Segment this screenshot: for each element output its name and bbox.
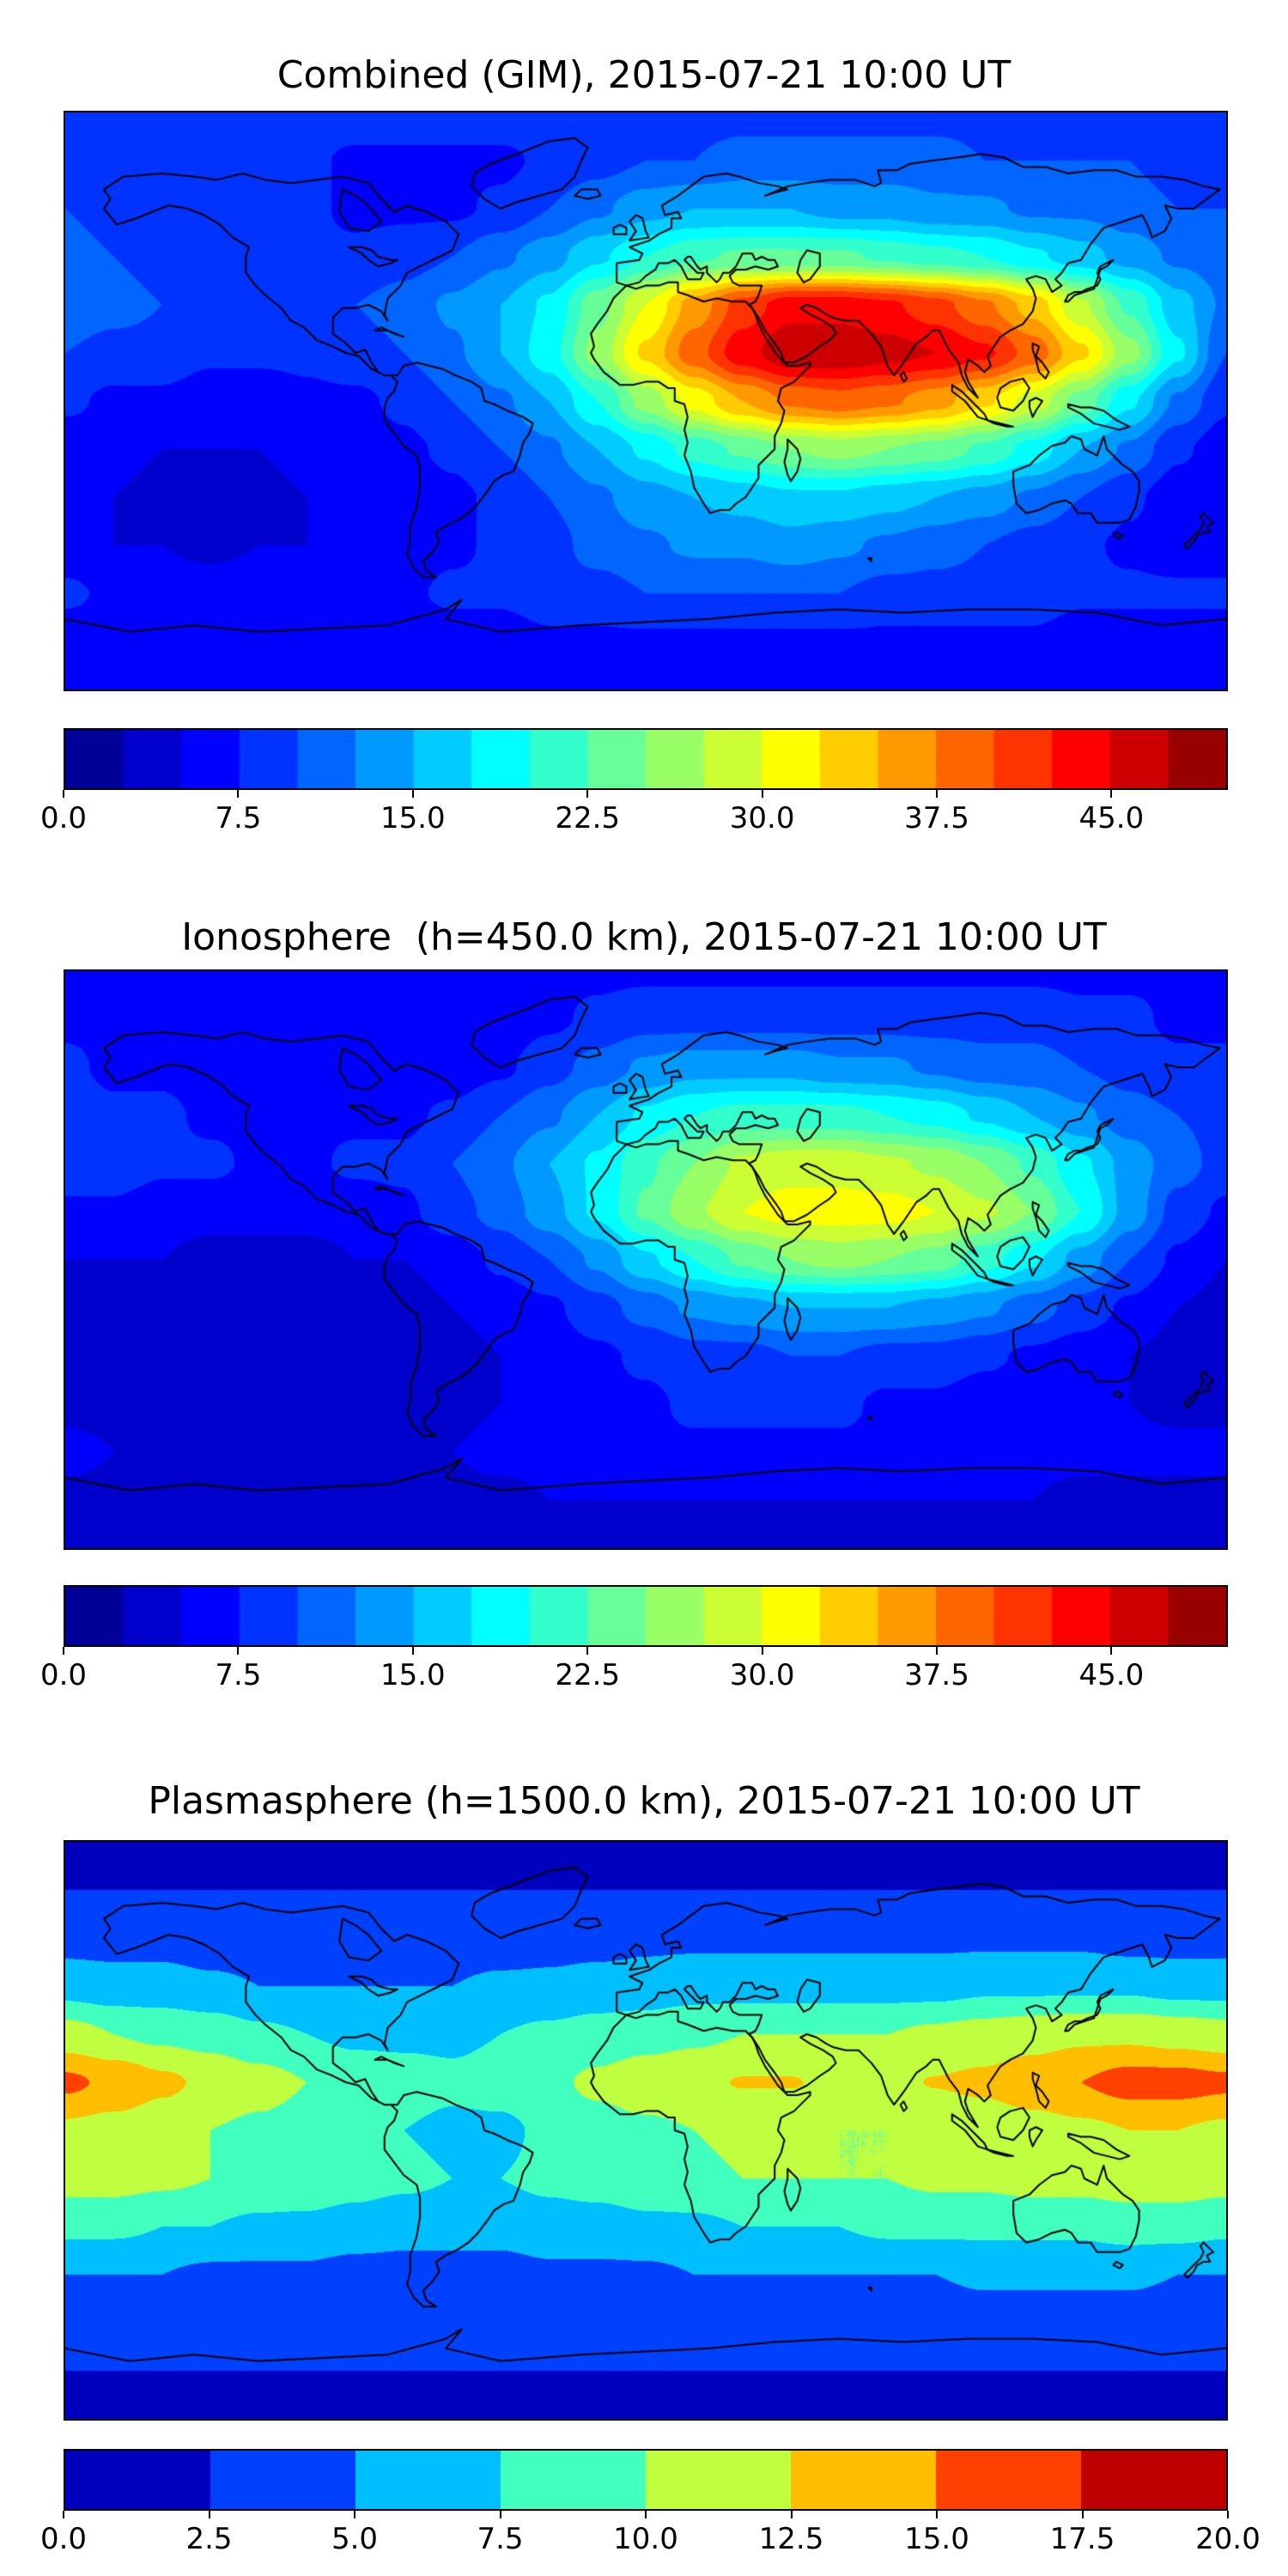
colorbar-tick-label: 20.0 (1195, 2522, 1261, 2556)
colorbar-tick (354, 2511, 355, 2518)
colorbar-tick-label: 7.5 (215, 1658, 262, 1692)
colorbar-tick (1081, 2511, 1084, 2518)
colorbar-tick-label: 22.5 (555, 801, 621, 835)
colorbar-tick-label: 5.0 (331, 2522, 379, 2556)
panel-title-ionosphere: Ionosphere (h=450.0 km), 2015-07-21 10:0… (181, 915, 1107, 959)
colorbar-tick (237, 790, 240, 798)
colorbar-tick (63, 2511, 64, 2518)
colorbar-ticks-combined: 0.0 7.5 15.0 22.5 30.0 37.5 45.0 (40, 790, 1228, 838)
colorbar-tick-label: 0.0 (39, 801, 88, 835)
colorbar-tick-label: 10.0 (613, 2522, 678, 2556)
colorbar-tick-label: 17.5 (1049, 2522, 1115, 2556)
colorbar-ticks-ionosphere: 0.0 7.5 15.0 22.5 30.0 37.5 45.0 (40, 1647, 1228, 1695)
colorbar-tick-label: 37.5 (904, 801, 969, 835)
colorbar-tick-label: 0.0 (39, 2522, 88, 2556)
colorbar-tick (936, 1647, 938, 1655)
colorbar-tick (1110, 1647, 1113, 1655)
colorbar-tick (645, 2511, 647, 2518)
colorbar-tick (936, 2511, 938, 2518)
world-map-combined (64, 111, 1228, 691)
colorbar-tick-label: 7.5 (477, 2522, 524, 2556)
colorbar-tick (411, 790, 414, 798)
colorbar-tick (208, 2511, 210, 2518)
colorbar-tick (790, 2511, 793, 2518)
colorbar-tick (586, 1647, 589, 1655)
panel-title-plasmasphere: Plasmasphere (h=1500.0 km), 2015-07-21 1… (148, 1779, 1140, 1823)
colorbar-tick (499, 2511, 501, 2518)
colorbar-tick (1227, 2511, 1229, 2518)
world-map-ionosphere (64, 969, 1228, 1550)
colorbar-plasmasphere (64, 2449, 1228, 2511)
panel-title-combined: Combined (GIM), 2015-07-21 10:00 UT (276, 53, 1012, 97)
colorbar-tick-label: 37.5 (904, 1658, 969, 1692)
colorbar-tick (936, 790, 938, 798)
colorbar-tick-label: 7.5 (215, 801, 262, 835)
colorbar-tick (761, 1647, 763, 1655)
colorbar-tick-label: 22.5 (555, 1658, 621, 1692)
colorbar-tick (63, 1647, 64, 1655)
colorbar-ticks-plasmasphere: 0.0 2.5 5.0 7.5 10.0 12.5 15.0 17.5 20.0 (40, 2511, 1261, 2559)
colorbar-ionosphere (64, 1585, 1228, 1647)
colorbar-tick-label: 2.5 (185, 2522, 233, 2556)
colorbar-tick (1110, 790, 1113, 798)
colorbar-tick-label: 15.0 (904, 2522, 969, 2556)
colorbar-tick-label: 0.0 (39, 1658, 88, 1692)
colorbar-tick-label: 30.0 (729, 801, 795, 835)
colorbar-tick-label: 12.5 (758, 2522, 824, 2556)
colorbar-tick-label: 45.0 (1078, 801, 1145, 835)
colorbar-tick-label: 45.0 (1078, 1658, 1145, 1692)
colorbar-tick (586, 790, 589, 798)
colorbar-tick (761, 790, 763, 798)
colorbar-tick (63, 790, 64, 798)
colorbar-tick-label: 30.0 (729, 1658, 795, 1692)
colorbar-tick-label: 15.0 (380, 1658, 446, 1692)
colorbar-combined (64, 728, 1228, 790)
colorbar-tick (411, 1647, 414, 1655)
colorbar-tick (237, 1647, 240, 1655)
colorbar-tick-label: 15.0 (380, 801, 446, 835)
world-map-plasmasphere (64, 1840, 1228, 2421)
